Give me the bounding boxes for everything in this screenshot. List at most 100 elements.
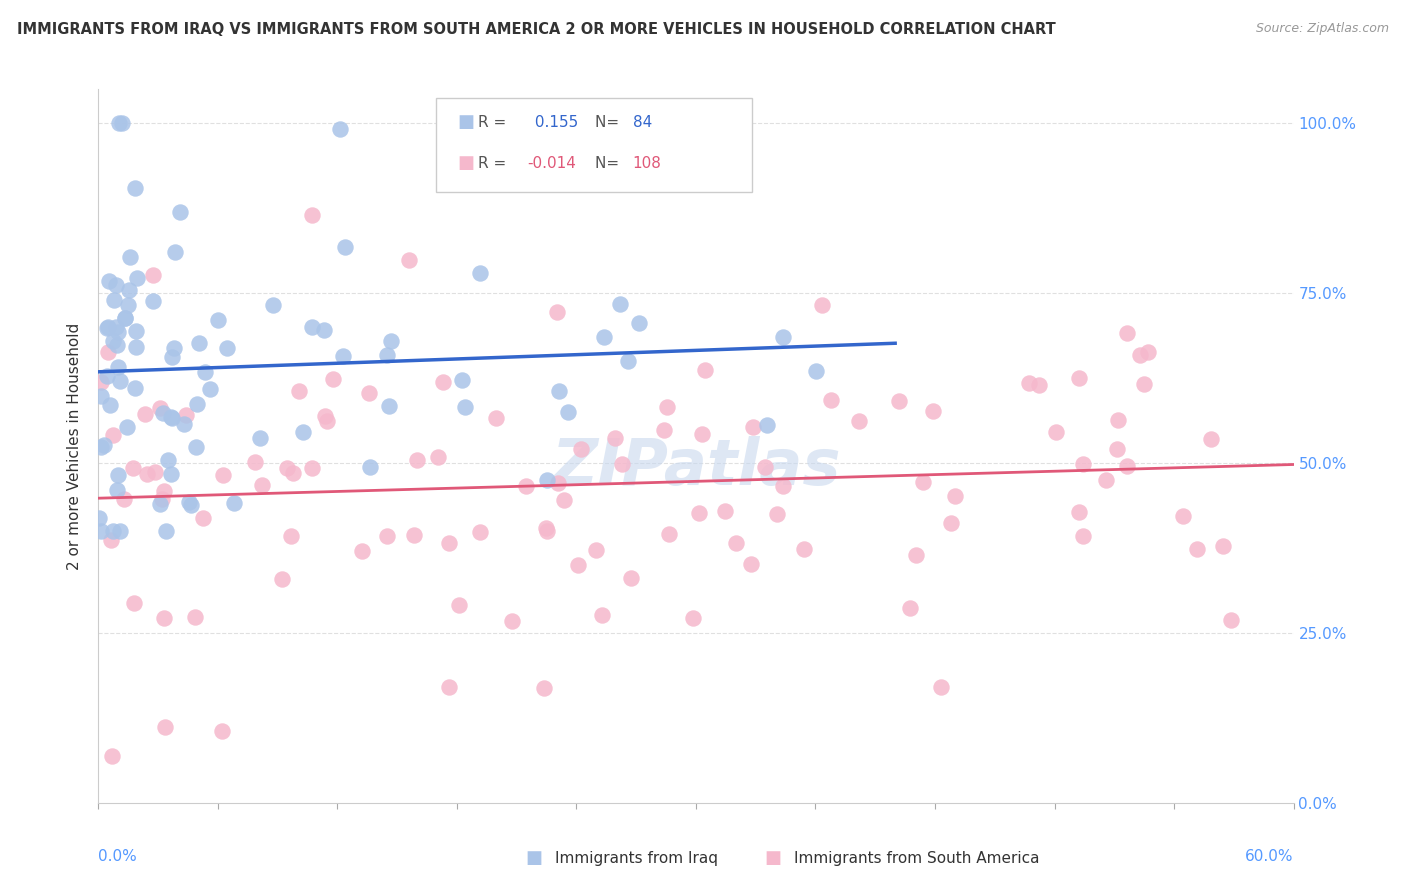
Point — [96, 321, 118, 335]
Point — [695, 363, 717, 377]
Point — [188, 336, 211, 351]
Point — [329, 121, 352, 136]
Point — [1199, 433, 1222, 447]
Point — [124, 181, 146, 195]
Point — [546, 305, 568, 319]
Point — [90, 388, 112, 402]
Text: N=: N= — [595, 156, 624, 170]
Point — [163, 341, 186, 355]
Text: 0.155: 0.155 — [530, 115, 578, 129]
Point — [658, 527, 681, 541]
Point — [359, 460, 381, 475]
Point — [191, 511, 214, 525]
Point — [124, 340, 146, 354]
Point — [1212, 539, 1234, 553]
Point — [135, 467, 157, 481]
Point — [628, 316, 651, 330]
Point — [160, 351, 183, 365]
Point — [426, 450, 449, 464]
Point — [217, 341, 239, 355]
Point — [690, 427, 713, 442]
Point — [569, 442, 592, 456]
Point — [540, 143, 562, 157]
Point — [107, 325, 129, 339]
Point — [755, 417, 778, 432]
Point — [112, 492, 135, 507]
Point — [122, 461, 145, 475]
Point — [714, 504, 737, 518]
Point — [1071, 529, 1094, 543]
Point — [93, 438, 115, 452]
Point — [772, 330, 794, 344]
Text: ZIPatlas: ZIPatlas — [551, 436, 841, 499]
Point — [156, 452, 179, 467]
Point — [152, 484, 174, 499]
Point — [754, 459, 776, 474]
Point — [515, 479, 537, 493]
Point — [439, 681, 461, 695]
Point — [447, 598, 470, 612]
Point — [912, 475, 935, 489]
Point — [105, 277, 128, 292]
Point — [301, 461, 323, 475]
Point — [186, 397, 208, 411]
Point — [1173, 508, 1195, 523]
Point — [142, 268, 165, 283]
Point — [262, 297, 284, 311]
Point — [740, 557, 762, 571]
Point — [848, 414, 870, 428]
Point — [688, 506, 710, 520]
Point — [250, 477, 273, 491]
Text: ■: ■ — [765, 849, 782, 867]
Text: ■: ■ — [457, 154, 474, 172]
Point — [405, 453, 427, 467]
Point — [118, 283, 141, 297]
Point — [90, 376, 112, 390]
Text: Immigrants from South America: Immigrants from South America — [794, 851, 1040, 865]
Text: ■: ■ — [526, 849, 543, 867]
Point — [547, 384, 569, 399]
Point — [281, 466, 304, 480]
Point — [567, 558, 589, 572]
Point — [793, 542, 815, 557]
Point — [107, 467, 129, 482]
Point — [114, 311, 136, 326]
Point — [350, 544, 373, 558]
Text: 84: 84 — [633, 115, 652, 129]
Point — [108, 116, 131, 130]
Point — [772, 479, 794, 493]
Point — [149, 497, 172, 511]
Point — [160, 410, 183, 425]
Point — [149, 401, 172, 416]
Point — [125, 324, 148, 338]
Text: ■: ■ — [457, 113, 474, 131]
Text: N=: N= — [595, 115, 624, 129]
Point — [1071, 457, 1094, 471]
Point — [887, 394, 910, 409]
Point — [398, 253, 420, 268]
Point — [378, 399, 401, 413]
Point — [468, 266, 491, 280]
Point — [243, 455, 266, 469]
Point — [1107, 412, 1129, 426]
Point — [1095, 473, 1118, 487]
Point — [98, 274, 121, 288]
Point — [437, 536, 460, 550]
Point — [291, 425, 314, 439]
Text: Immigrants from Iraq: Immigrants from Iraq — [555, 851, 718, 865]
Point — [169, 205, 191, 219]
Text: IMMIGRANTS FROM IRAQ VS IMMIGRANTS FROM SOUTH AMERICA 2 OR MORE VEHICLES IN HOUS: IMMIGRANTS FROM IRAQ VS IMMIGRANTS FROM … — [17, 22, 1056, 37]
Point — [120, 251, 142, 265]
Point — [200, 382, 222, 396]
Point — [468, 525, 491, 540]
Point — [276, 460, 298, 475]
Point — [122, 596, 145, 610]
Point — [432, 375, 454, 389]
Point — [451, 373, 474, 387]
Point — [904, 548, 927, 562]
Point — [89, 511, 111, 525]
Point — [536, 473, 558, 487]
Point — [1107, 442, 1129, 457]
Point — [127, 270, 149, 285]
Point — [114, 310, 136, 325]
